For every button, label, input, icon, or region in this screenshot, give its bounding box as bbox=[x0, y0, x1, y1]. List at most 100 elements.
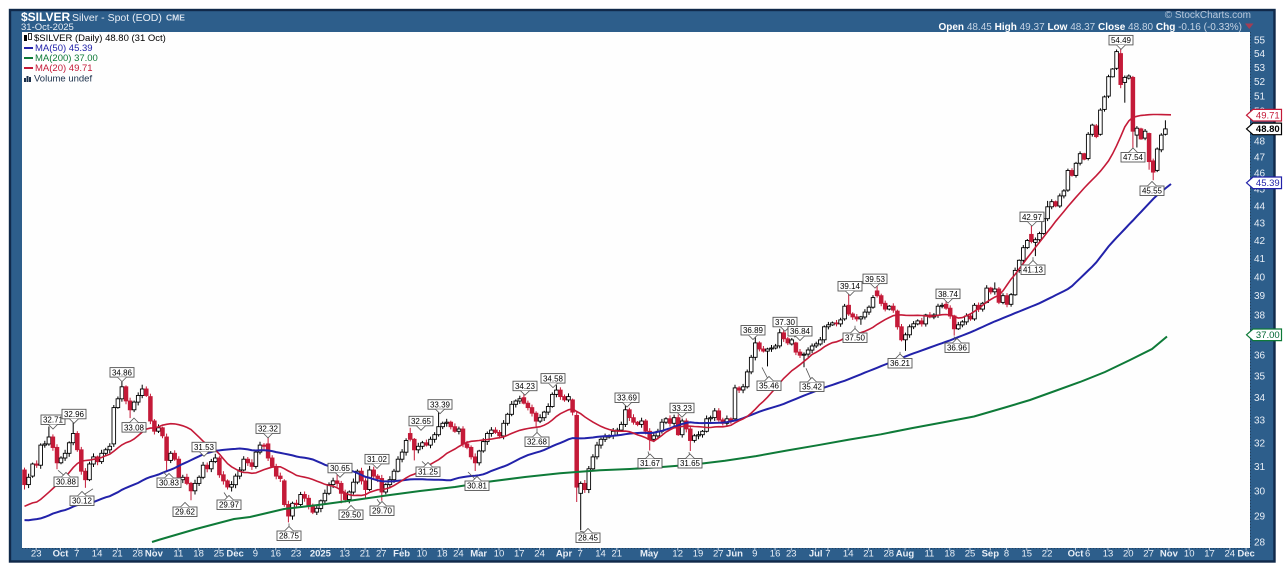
svg-text:32: 32 bbox=[1254, 438, 1266, 449]
svg-text:Sep: Sep bbox=[982, 549, 1000, 560]
svg-text:39.53: 39.53 bbox=[865, 275, 886, 284]
svg-text:6: 6 bbox=[1085, 549, 1090, 560]
svg-text:MA(50) 45.39: MA(50) 45.39 bbox=[35, 43, 93, 54]
svg-text:27: 27 bbox=[376, 549, 387, 560]
svg-text:34.86: 34.86 bbox=[112, 368, 133, 377]
svg-text:Open 48.45 High 49.37 Low 48.3: Open 48.45 High 49.37 Low 48.37 Close 48… bbox=[938, 22, 1242, 33]
svg-text:49.71: 49.71 bbox=[1256, 110, 1280, 121]
svg-text:31.67: 31.67 bbox=[640, 459, 661, 468]
svg-text:48: 48 bbox=[1254, 137, 1266, 148]
svg-text:21: 21 bbox=[112, 549, 123, 560]
svg-text:17: 17 bbox=[1204, 549, 1215, 560]
svg-text:32.32: 32.32 bbox=[258, 425, 279, 434]
svg-text:36.84: 36.84 bbox=[790, 327, 811, 336]
svg-text:27: 27 bbox=[1143, 549, 1154, 560]
svg-text:Dec: Dec bbox=[226, 549, 243, 560]
svg-text:Nov: Nov bbox=[1160, 549, 1179, 560]
svg-text:29.70: 29.70 bbox=[372, 507, 393, 516]
svg-text:42.97: 42.97 bbox=[1022, 213, 1043, 222]
svg-text:14: 14 bbox=[595, 549, 606, 560]
svg-text:Dec: Dec bbox=[1237, 549, 1254, 560]
svg-text:34.23: 34.23 bbox=[515, 382, 536, 391]
svg-text:11: 11 bbox=[173, 549, 183, 560]
svg-text:MA(200) 37.00: MA(200) 37.00 bbox=[35, 53, 98, 64]
svg-text:28: 28 bbox=[884, 549, 895, 560]
svg-text:29.62: 29.62 bbox=[175, 508, 196, 517]
svg-text:8: 8 bbox=[1004, 549, 1009, 560]
svg-text:30.88: 30.88 bbox=[56, 478, 77, 487]
svg-text:41: 41 bbox=[1254, 254, 1266, 265]
svg-text:CME: CME bbox=[166, 13, 185, 23]
svg-text:24: 24 bbox=[453, 549, 464, 560]
svg-text:38: 38 bbox=[1254, 311, 1266, 322]
svg-text:34: 34 bbox=[1254, 393, 1266, 404]
svg-text:54: 54 bbox=[1254, 49, 1266, 60]
svg-text:31.53: 31.53 bbox=[194, 443, 215, 452]
svg-text:54.49: 54.49 bbox=[1111, 36, 1132, 45]
svg-text:33.08: 33.08 bbox=[124, 423, 145, 432]
svg-text:37.00: 37.00 bbox=[1256, 330, 1280, 341]
svg-text:21: 21 bbox=[863, 549, 874, 560]
svg-text:35.46: 35.46 bbox=[759, 382, 780, 391]
svg-text:13: 13 bbox=[1103, 549, 1114, 560]
svg-text:24: 24 bbox=[1225, 549, 1236, 560]
svg-text:Feb: Feb bbox=[393, 549, 410, 560]
svg-text:31.25: 31.25 bbox=[418, 468, 439, 477]
svg-text:10: 10 bbox=[417, 549, 428, 560]
svg-text:35: 35 bbox=[1254, 372, 1266, 383]
svg-text:18: 18 bbox=[437, 549, 448, 560]
svg-text:11: 11 bbox=[924, 549, 934, 560]
svg-text:28.75: 28.75 bbox=[279, 532, 300, 541]
svg-text:39: 39 bbox=[1254, 291, 1266, 302]
svg-text:34.58: 34.58 bbox=[543, 374, 564, 383]
svg-text:47.54: 47.54 bbox=[1123, 153, 1144, 162]
svg-text:18: 18 bbox=[944, 549, 955, 560]
svg-text:Volume undef: Volume undef bbox=[34, 74, 92, 85]
svg-text:Apr: Apr bbox=[556, 549, 573, 560]
svg-text:33.39: 33.39 bbox=[430, 400, 451, 409]
svg-text:44: 44 bbox=[1254, 202, 1266, 213]
svg-text:21: 21 bbox=[612, 549, 623, 560]
svg-text:Nov: Nov bbox=[145, 549, 164, 560]
svg-text:37.30: 37.30 bbox=[775, 318, 796, 327]
svg-text:MA(20) 49.71: MA(20) 49.71 bbox=[35, 63, 93, 74]
svg-text:47: 47 bbox=[1254, 152, 1266, 163]
svg-text:45.55: 45.55 bbox=[1142, 187, 1163, 196]
svg-text:24: 24 bbox=[534, 549, 545, 560]
svg-text:Mar: Mar bbox=[470, 549, 487, 560]
svg-text:33.23: 33.23 bbox=[672, 404, 693, 413]
svg-text:16: 16 bbox=[270, 549, 281, 560]
svg-text:9: 9 bbox=[752, 549, 757, 560]
svg-text:14: 14 bbox=[92, 549, 103, 560]
svg-text:39.14: 39.14 bbox=[840, 282, 861, 291]
svg-text:21: 21 bbox=[360, 549, 371, 560]
svg-text:36.89: 36.89 bbox=[743, 326, 764, 335]
svg-text:52: 52 bbox=[1254, 77, 1266, 88]
svg-text:7: 7 bbox=[578, 549, 583, 560]
svg-text:36.96: 36.96 bbox=[947, 344, 968, 353]
svg-text:31.65: 31.65 bbox=[680, 459, 701, 468]
svg-text:30.83: 30.83 bbox=[159, 479, 180, 488]
svg-text:46: 46 bbox=[1254, 168, 1266, 179]
svg-text:25: 25 bbox=[965, 549, 976, 560]
svg-text:23: 23 bbox=[291, 549, 302, 560]
svg-text:29: 29 bbox=[1254, 512, 1266, 523]
svg-text:10: 10 bbox=[494, 549, 505, 560]
svg-text:Jul: Jul bbox=[809, 549, 823, 560]
svg-text:Aug: Aug bbox=[896, 549, 915, 560]
svg-text:31: 31 bbox=[1254, 462, 1266, 473]
svg-text:18: 18 bbox=[193, 549, 204, 560]
svg-text:15: 15 bbox=[1022, 549, 1033, 560]
svg-text:32.96: 32.96 bbox=[64, 410, 85, 419]
svg-text:43: 43 bbox=[1254, 219, 1266, 230]
svg-text:45: 45 bbox=[1254, 185, 1266, 196]
svg-text:55: 55 bbox=[1254, 36, 1266, 47]
svg-text:30.81: 30.81 bbox=[467, 482, 488, 491]
svg-text:13: 13 bbox=[339, 549, 350, 560]
svg-text:20: 20 bbox=[1123, 549, 1134, 560]
svg-text:Oct: Oct bbox=[1068, 549, 1085, 560]
svg-text:28.45: 28.45 bbox=[578, 534, 599, 543]
svg-text:22: 22 bbox=[1042, 549, 1053, 560]
svg-text:9: 9 bbox=[253, 549, 258, 560]
svg-text:10: 10 bbox=[1184, 549, 1195, 560]
